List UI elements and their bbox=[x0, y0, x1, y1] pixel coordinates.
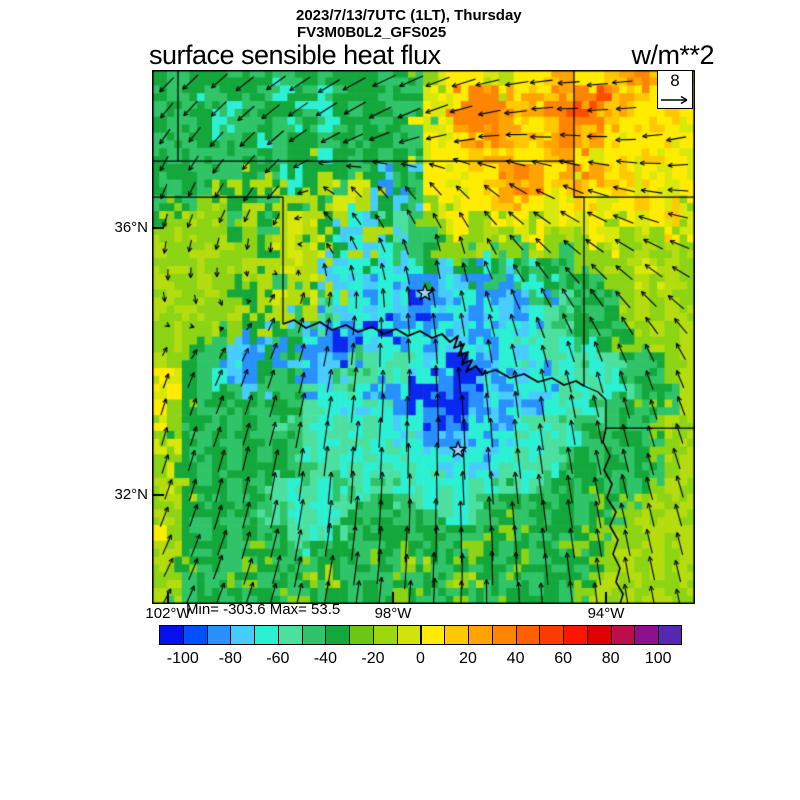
reference-vector-box: 8 bbox=[657, 70, 693, 109]
colorbar-tick-label: -40 bbox=[313, 650, 337, 667]
colorbar-segment bbox=[539, 625, 565, 645]
lon-label-102w: 102°W bbox=[145, 605, 191, 622]
lon-label-98w: 98°W bbox=[374, 605, 412, 622]
colorbar-segment bbox=[491, 625, 517, 645]
colorbar-segment bbox=[515, 625, 541, 645]
colorbar-segment bbox=[444, 625, 470, 645]
flux-map-canvas bbox=[152, 70, 695, 604]
colorbar-segment bbox=[658, 625, 682, 645]
colorbar-segment bbox=[325, 625, 351, 645]
colorbar-segment bbox=[563, 625, 588, 645]
colorbar-segment bbox=[396, 625, 422, 645]
colorbar-segment bbox=[301, 625, 327, 645]
minmax-stats: Min= -303.6 Max= 53.5 bbox=[186, 601, 341, 618]
colorbar-segment bbox=[206, 625, 232, 645]
colorbar-segment bbox=[254, 625, 279, 645]
lat-label-32n: 32°N bbox=[114, 486, 148, 503]
units-label: w/m**2 bbox=[631, 40, 714, 70]
colorbar-segment bbox=[420, 625, 446, 645]
colorbar-tick-label: -100 bbox=[166, 650, 199, 667]
colorbar-segment bbox=[230, 625, 256, 645]
colorbar-segment bbox=[349, 625, 374, 645]
reference-vector-value: 8 bbox=[670, 71, 680, 90]
colorbar-tick-label: 60 bbox=[554, 650, 573, 667]
colorbar-segment bbox=[634, 625, 660, 645]
colorbar-segment bbox=[610, 625, 636, 645]
variable-title: surface sensible heat flux bbox=[149, 40, 441, 70]
colorbar-segment bbox=[586, 625, 612, 645]
colorbar-segment bbox=[468, 625, 493, 645]
colorbar-segment bbox=[277, 625, 303, 645]
colorbar-segment bbox=[159, 625, 184, 645]
colorbar-tick-label: 100 bbox=[644, 650, 672, 667]
colorbar-tick-label: 40 bbox=[506, 650, 525, 667]
datetime-title: 2023/7/13/7UTC (1LT), Thursday bbox=[296, 7, 522, 24]
lat-label-36n: 36°N bbox=[114, 219, 148, 236]
colorbar: -100 -80 -60 -40 -20 0 20 40 60 80 100 bbox=[159, 625, 682, 667]
colorbar-segment bbox=[182, 625, 208, 645]
colorbar-segment bbox=[372, 625, 398, 645]
colorbar-tick-label: -20 bbox=[361, 650, 385, 667]
colorbar-tick-label: 80 bbox=[601, 650, 620, 667]
colorbar-tick-label: 20 bbox=[459, 650, 477, 667]
colorbar-tick-label: -80 bbox=[218, 650, 242, 667]
lon-label-94w: 94°W bbox=[587, 605, 625, 622]
colorbar-tick-label: -60 bbox=[266, 650, 290, 667]
colorbar-tick-label: 0 bbox=[416, 650, 425, 667]
reference-arrow-icon bbox=[661, 95, 688, 105]
model-run-title: FV3M0B0L2_GFS025 bbox=[297, 24, 447, 41]
